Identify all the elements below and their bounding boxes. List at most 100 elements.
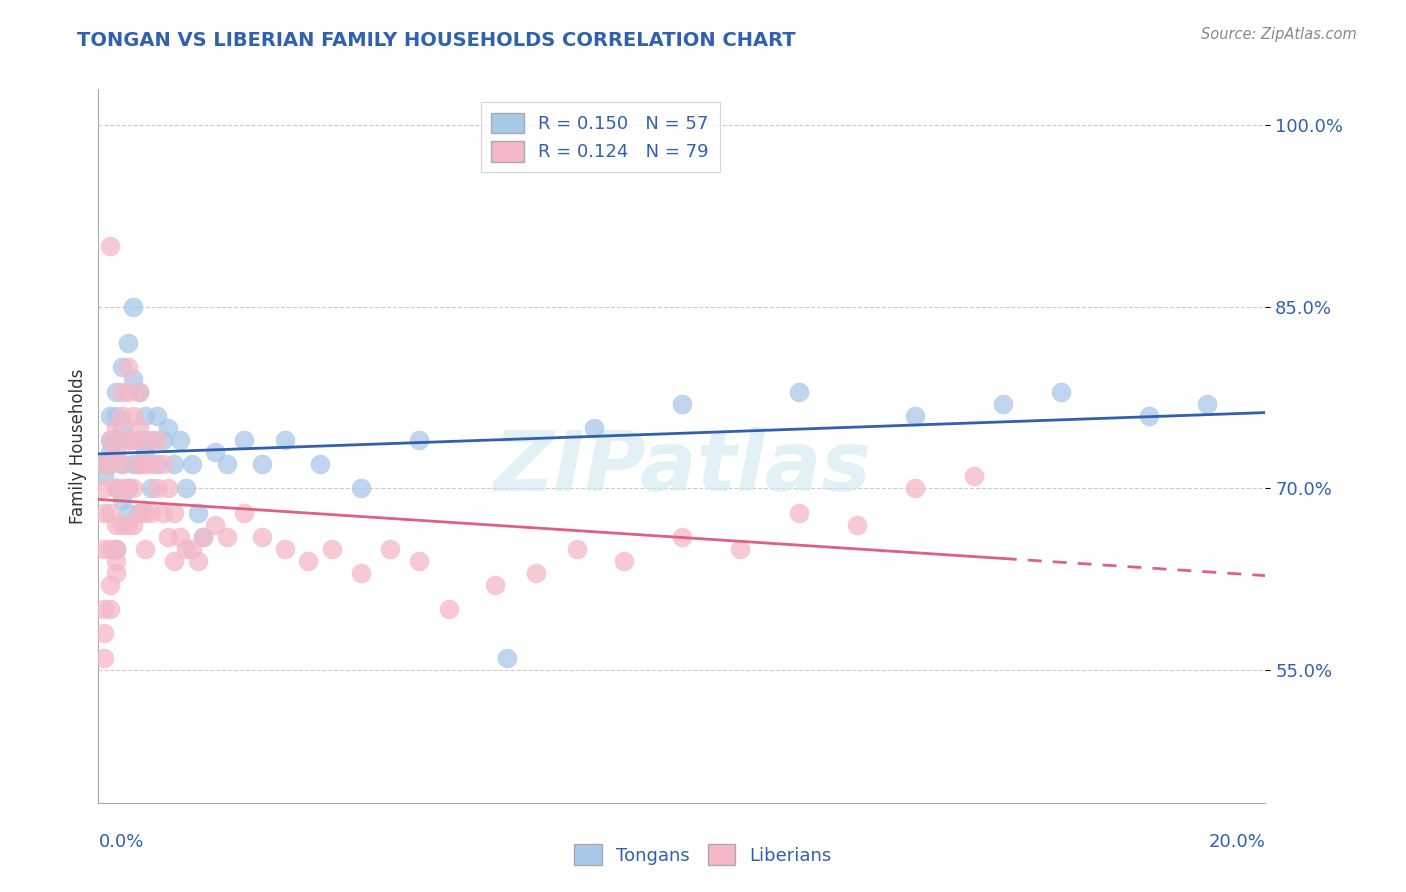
- Point: [139, 433, 162, 447]
- Point: [111, 493, 134, 508]
- Point: [583, 421, 606, 435]
- Point: [104, 421, 127, 435]
- Point: [139, 457, 162, 471]
- Point: [104, 517, 127, 532]
- Point: [128, 506, 150, 520]
- Point: [787, 384, 810, 399]
- Point: [117, 384, 139, 399]
- Point: [122, 300, 145, 314]
- Point: [134, 541, 156, 556]
- Point: [111, 481, 134, 495]
- Point: [309, 457, 332, 471]
- Point: [93, 469, 115, 483]
- Point: [104, 409, 127, 423]
- Point: [128, 384, 150, 399]
- Point: [671, 530, 693, 544]
- Text: Source: ZipAtlas.com: Source: ZipAtlas.com: [1201, 27, 1357, 42]
- Point: [111, 409, 134, 423]
- Point: [152, 506, 174, 520]
- Point: [139, 506, 162, 520]
- Point: [117, 360, 139, 375]
- Point: [93, 650, 115, 665]
- Point: [134, 457, 156, 471]
- Point: [274, 433, 297, 447]
- Point: [180, 457, 202, 471]
- Point: [730, 541, 752, 556]
- Point: [93, 602, 115, 616]
- Point: [904, 409, 927, 423]
- Y-axis label: Family Households: Family Households: [69, 368, 87, 524]
- Point: [111, 421, 134, 435]
- Text: 20.0%: 20.0%: [1209, 833, 1265, 851]
- Point: [122, 457, 145, 471]
- Point: [187, 506, 209, 520]
- Text: ZIPatlas: ZIPatlas: [494, 427, 870, 508]
- Point: [98, 457, 121, 471]
- Point: [117, 481, 139, 495]
- Point: [152, 433, 174, 447]
- Point: [104, 384, 127, 399]
- Point: [169, 530, 191, 544]
- Point: [93, 481, 115, 495]
- Point: [128, 506, 150, 520]
- Point: [904, 481, 927, 495]
- Point: [163, 457, 186, 471]
- Point: [122, 517, 145, 532]
- Point: [1195, 397, 1218, 411]
- Point: [350, 481, 373, 495]
- Point: [134, 409, 156, 423]
- Point: [163, 554, 186, 568]
- Point: [215, 530, 238, 544]
- Point: [250, 457, 273, 471]
- Point: [104, 541, 127, 556]
- Point: [128, 457, 150, 471]
- Point: [104, 541, 127, 556]
- Point: [122, 481, 145, 495]
- Point: [117, 433, 139, 447]
- Point: [146, 409, 169, 423]
- Point: [128, 421, 150, 435]
- Point: [98, 433, 121, 447]
- Point: [193, 530, 215, 544]
- Point: [1137, 409, 1160, 423]
- Point: [104, 481, 127, 495]
- Point: [134, 433, 156, 447]
- Point: [484, 578, 506, 592]
- Point: [250, 530, 273, 544]
- Point: [671, 397, 693, 411]
- Point: [98, 457, 121, 471]
- Point: [104, 566, 127, 580]
- Point: [98, 239, 121, 253]
- Point: [104, 433, 127, 447]
- Point: [134, 506, 156, 520]
- Point: [104, 554, 127, 568]
- Point: [962, 469, 984, 483]
- Point: [146, 433, 169, 447]
- Point: [93, 457, 115, 471]
- Point: [187, 554, 209, 568]
- Point: [122, 372, 145, 386]
- Point: [496, 650, 519, 665]
- Point: [139, 481, 162, 495]
- Point: [98, 409, 121, 423]
- Point: [787, 506, 810, 520]
- Point: [128, 457, 150, 471]
- Point: [157, 421, 180, 435]
- Point: [146, 457, 169, 471]
- Point: [98, 541, 121, 556]
- Point: [204, 445, 226, 459]
- Point: [111, 384, 134, 399]
- Point: [565, 541, 588, 556]
- Point: [350, 566, 373, 580]
- Point: [524, 566, 547, 580]
- Point: [128, 384, 150, 399]
- Point: [297, 554, 319, 568]
- Point: [1050, 384, 1073, 399]
- Point: [111, 457, 134, 471]
- Point: [169, 433, 191, 447]
- Point: [117, 517, 139, 532]
- Legend: R = 0.150   N = 57, R = 0.124   N = 79: R = 0.150 N = 57, R = 0.124 N = 79: [481, 102, 720, 172]
- Point: [93, 506, 115, 520]
- Point: [204, 517, 226, 532]
- Point: [180, 541, 202, 556]
